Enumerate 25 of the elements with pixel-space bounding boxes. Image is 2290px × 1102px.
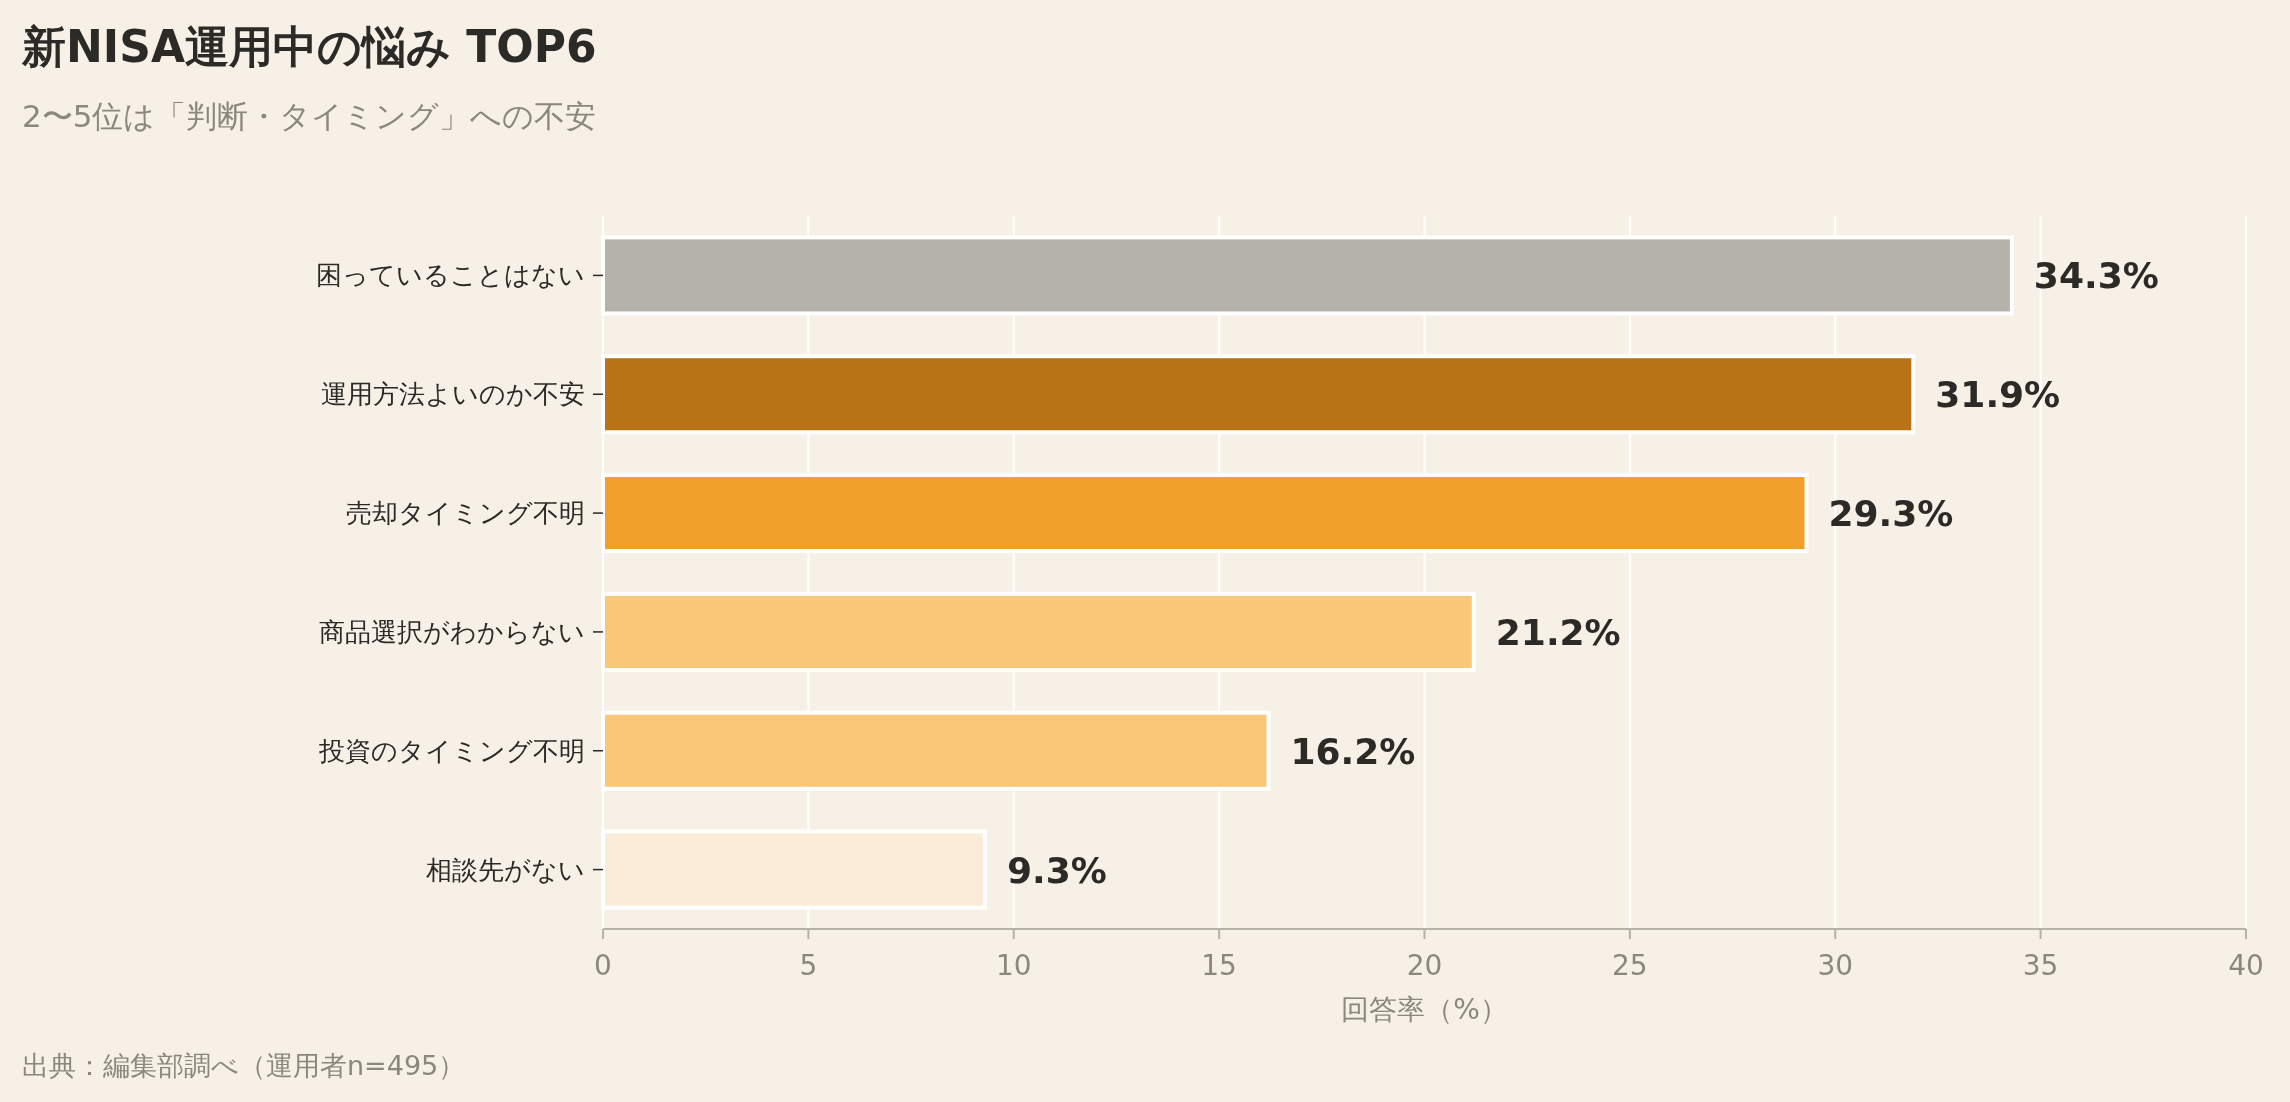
x-tick-label: 35 — [2022, 949, 2059, 982]
data-label: 31.9% — [1935, 374, 2061, 416]
data-label: 21.2% — [1495, 611, 1621, 653]
y-tick-label: 困っていることはない — [316, 260, 585, 291]
data-label: 9.3% — [1007, 849, 1107, 891]
x-tick-label: 5 — [799, 949, 818, 982]
y-tick-label: 相談先がない — [426, 854, 585, 885]
x-tick-label: 30 — [1817, 949, 1854, 982]
y-tick-label: 投資のタイミング不明 — [318, 735, 585, 766]
text: 2〜5位は「判断・タイミング」への不安 — [22, 98, 597, 134]
x-axis-title: 回答率（%） — [1341, 993, 1508, 1026]
x-tick-label: 15 — [1201, 949, 1237, 982]
data-label: 34.3% — [2033, 255, 2159, 297]
chart-title: 新NISA運用中の悩み TOP6 — [21, 21, 597, 72]
data-label: 29.3% — [1828, 493, 1954, 535]
source-note: 出典：編集部調べ（運用者n=495） — [22, 1050, 466, 1081]
x-tick-label: 20 — [1406, 949, 1443, 982]
x-tick-label: 25 — [1612, 949, 1648, 982]
y-tick-label: 売却タイミング不明 — [346, 498, 585, 529]
y-tick-label: 運用方法よいのか不安 — [321, 379, 585, 410]
x-tick-label: 0 — [594, 949, 612, 982]
x-tick-label: 40 — [2228, 949, 2264, 982]
y-tick-label: 商品選択がわからない — [319, 616, 585, 647]
data-label: 16.2% — [1290, 730, 1416, 772]
x-tick-label: 10 — [995, 949, 1032, 982]
